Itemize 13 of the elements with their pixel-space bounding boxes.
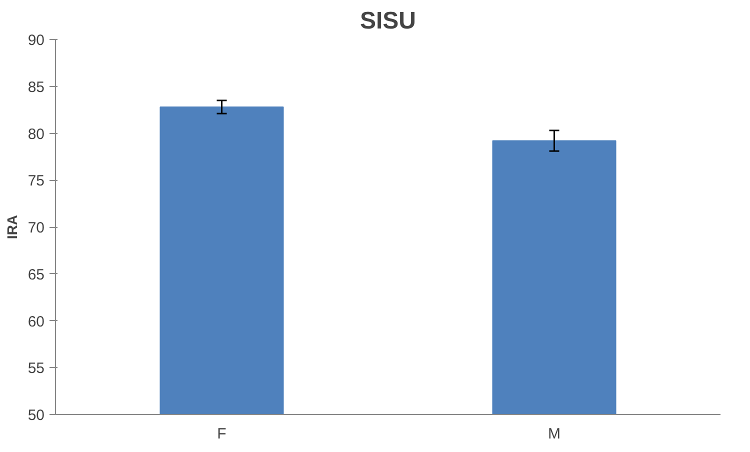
y-tick-label: 90 xyxy=(28,32,45,49)
y-tick-label: 70 xyxy=(28,220,45,236)
y-tick-label: 65 xyxy=(28,266,45,284)
y-tick-label: 85 xyxy=(28,78,45,96)
x-tick-label: F xyxy=(217,426,226,442)
y-axis-title: IRA xyxy=(4,214,20,240)
y-tick-label: 80 xyxy=(28,126,45,143)
y-tick-label: 55 xyxy=(28,360,45,378)
y-tick-label: 60 xyxy=(28,313,45,330)
x-tick-label: M xyxy=(548,426,560,442)
y-tick-label: 50 xyxy=(28,407,45,424)
y-tick-label: 75 xyxy=(28,172,45,190)
chart-title: SISU xyxy=(360,8,416,34)
